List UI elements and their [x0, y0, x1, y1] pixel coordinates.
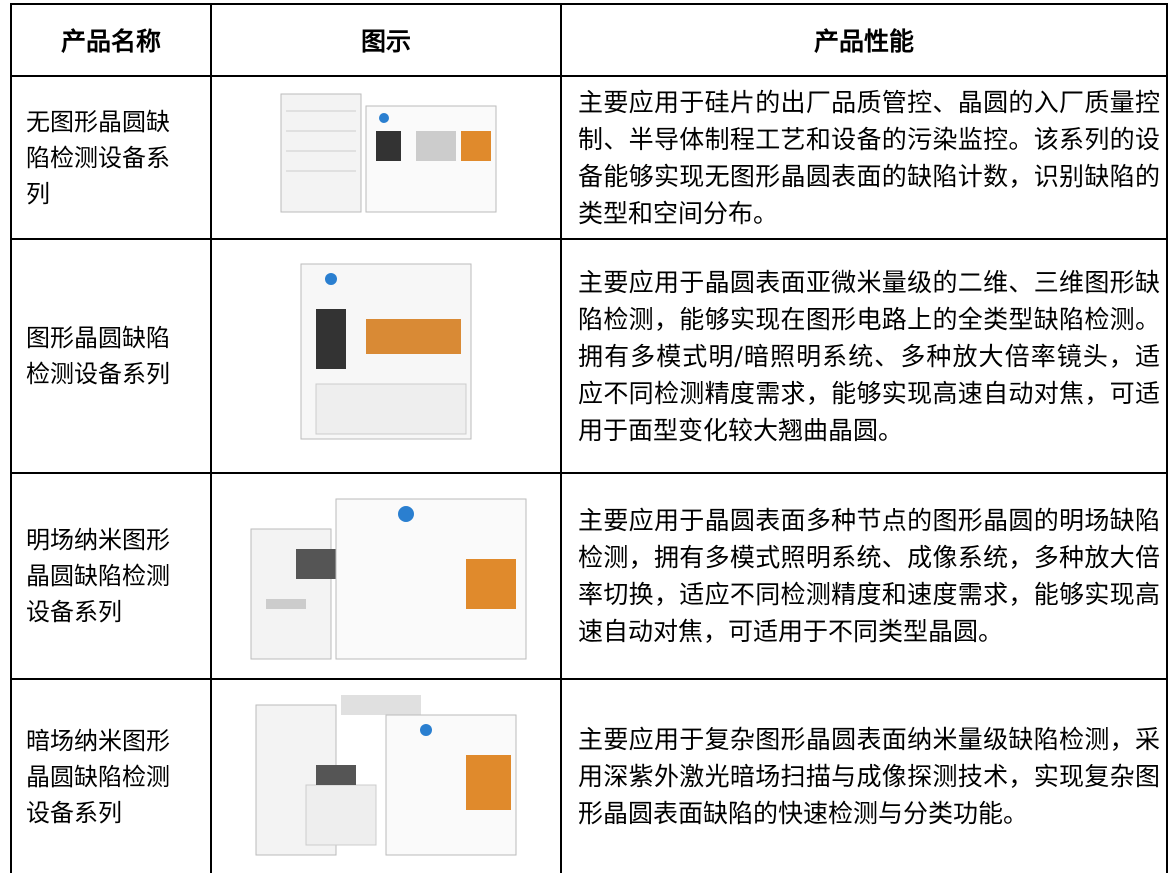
machine-image	[255, 694, 517, 855]
image-cell	[210, 75, 562, 240]
product-name: 无图形晶圆缺陷检测设备系列	[26, 107, 170, 208]
row: 明场纳米图形晶圆缺陷检测设备系列 主要应用于晶圆表面多种节点的图形晶圆的明场缺陷…	[10, 472, 1168, 680]
name-cell: 明场纳米图形晶圆缺陷检测设备系列	[10, 472, 212, 680]
machine-image	[250, 498, 527, 660]
image-cell	[210, 678, 562, 873]
name-cell: 图形晶圆缺陷检测设备系列	[10, 238, 212, 474]
header-cell: 图示	[210, 3, 562, 77]
product-name: 明场纳米图形晶圆缺陷检测设备系列	[26, 526, 170, 626]
row: 无图形晶圆缺陷检测设备系列 主要应用于硅片的出厂品质管控、晶圆的入厂质量控制、半…	[10, 75, 1168, 240]
description-cell: 主要应用于晶圆表面多种节点的图形晶圆的明场缺陷检测，拥有多模式照明系统、成像系统…	[560, 472, 1168, 680]
name-cell: 暗场纳米图形晶圆缺陷检测设备系列	[10, 678, 212, 873]
description-cell: 主要应用于晶圆表面亚微米量级的二维、三维图形缺陷检测，能够实现在图形电路上的全类…	[560, 238, 1168, 474]
description-cell: 主要应用于复杂图形晶圆表面纳米量级缺陷检测，采用深紫外激光暗场扫描与成像探测技术…	[560, 678, 1168, 873]
product-name: 暗场纳米图形晶圆缺陷检测设备系列	[26, 726, 170, 827]
product-name: 图形晶圆缺陷检测设备系列	[26, 324, 170, 388]
row: 图形晶圆缺陷检测设备系列 主要应用于晶圆表面亚微米量级的二维、三维图形缺陷检测，…	[10, 238, 1168, 474]
name-cell: 无图形晶圆缺陷检测设备系列	[10, 75, 212, 240]
machine-image	[300, 263, 472, 440]
image-cell	[210, 472, 562, 680]
image-cell	[210, 238, 562, 474]
header-cell: 产品性能	[560, 3, 1168, 77]
row: 暗场纳米图形晶圆缺陷检测设备系列 主要应用于复杂图形晶圆表面纳米量级缺陷检测，采…	[10, 678, 1168, 873]
description-cell: 主要应用于硅片的出厂品质管控、晶圆的入厂质量控制、半导体制程工艺和设备的污染监控…	[560, 75, 1168, 240]
header-cell: 产品名称	[10, 3, 212, 77]
machine-image	[280, 93, 497, 212]
header-row: 产品名称 图示 产品性能	[10, 3, 1168, 77]
product-table: 产品名称 图示 产品性能 无图形晶圆缺陷检测设备系列 主要应用于硅片的出厂品质管…	[10, 3, 1168, 873]
